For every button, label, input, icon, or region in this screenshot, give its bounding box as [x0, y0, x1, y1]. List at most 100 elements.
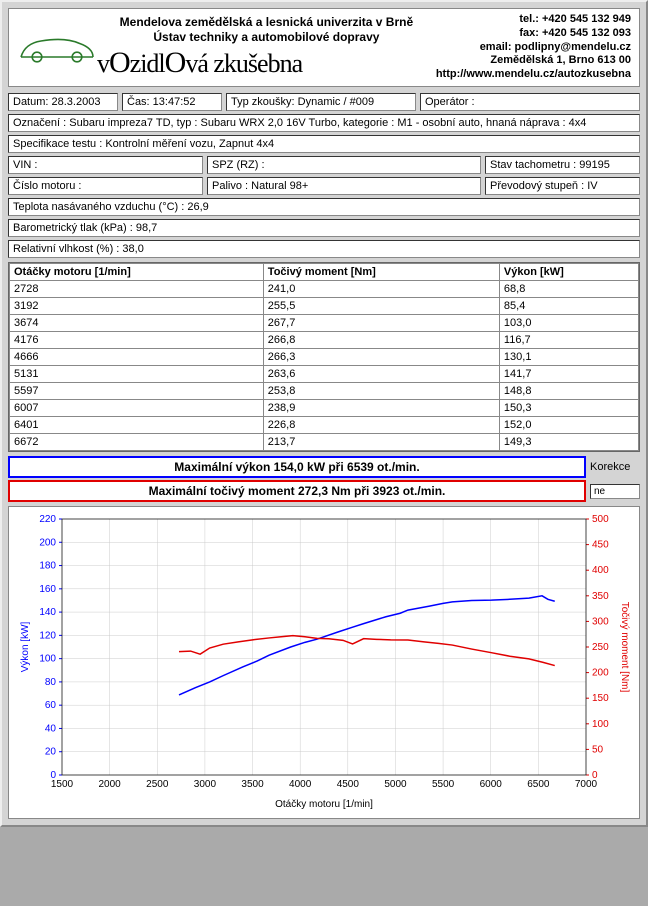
table-cell: 253,8 [263, 382, 499, 399]
field-vin: VIN : [8, 156, 203, 174]
field-spz: SPZ (RZ) : [207, 156, 481, 174]
svg-text:4000: 4000 [289, 779, 312, 790]
table-cell: 2728 [10, 280, 264, 297]
svg-text:3000: 3000 [194, 779, 217, 790]
table-row: 6672213,7149,3 [10, 433, 639, 450]
table-header-row: Otáčky motoru [1/min] Točivý moment [Nm]… [10, 263, 639, 280]
table-row: 3192255,585,4 [10, 297, 639, 314]
email: email: podlipny@mendelu.cz [436, 41, 631, 55]
table-row: 5131263,6141,7 [10, 365, 639, 382]
table-cell: 6672 [10, 433, 264, 450]
max-power-box: Maximální výkon 154,0 kW při 6539 ot./mi… [8, 456, 586, 478]
org-line-2: Ústav techniky a automobilové dopravy [97, 30, 436, 46]
max-torque-box: Maximální točivý moment 272,3 Nm při 392… [8, 480, 586, 502]
table-cell: 130,1 [499, 348, 638, 365]
table-cell: 266,3 [263, 348, 499, 365]
field-tach: Stav tachometru : 99195 [485, 156, 640, 174]
table-row: 6401226,8152,0 [10, 416, 639, 433]
col-moment: Točivý moment [Nm] [263, 263, 499, 280]
svg-text:120: 120 [39, 630, 56, 641]
svg-text:40: 40 [45, 723, 57, 734]
svg-text:180: 180 [39, 560, 56, 571]
table-cell: 4666 [10, 348, 264, 365]
svg-text:Otáčky motoru [1/min]: Otáčky motoru [1/min] [275, 799, 373, 810]
svg-text:300: 300 [592, 616, 609, 627]
svg-text:Točivý moment [Nm]: Točivý moment [Nm] [619, 601, 630, 692]
korekce-block: Korekce [590, 461, 640, 473]
table-cell: 238,9 [263, 399, 499, 416]
header-title: Mendelova zemědělská a lesnická univerzi… [97, 15, 436, 46]
svg-text:4500: 4500 [337, 779, 360, 790]
korekce-value: ne [590, 484, 640, 499]
svg-text:2000: 2000 [99, 779, 122, 790]
svg-text:400: 400 [592, 565, 609, 576]
table-cell: 148,8 [499, 382, 638, 399]
svg-text:5500: 5500 [432, 779, 455, 790]
chart-container: 1500200025003000350040004500500055006000… [8, 506, 640, 819]
field-prevod: Převodový stupeň : IV [485, 177, 640, 195]
field-spec: Specifikace testu : Kontrolní měření voz… [8, 135, 640, 153]
svg-text:220: 220 [39, 514, 56, 525]
table-cell: 68,8 [499, 280, 638, 297]
fax: fax: +420 545 132 093 [436, 27, 631, 41]
svg-text:80: 80 [45, 677, 57, 688]
document-page: Mendelova zemědělská a lesnická univerzi… [0, 0, 648, 827]
table-cell: 6401 [10, 416, 264, 433]
table-cell: 5597 [10, 382, 264, 399]
svg-text:50: 50 [592, 744, 604, 755]
col-otacky: Otáčky motoru [1/min] [10, 263, 264, 280]
table-cell: 267,7 [263, 314, 499, 331]
table-cell: 5131 [10, 365, 264, 382]
contact-block: tel.: +420 545 132 949 fax: +420 545 132… [436, 13, 631, 82]
car-logo-icon [17, 27, 97, 67]
svg-text:6000: 6000 [480, 779, 503, 790]
field-palivo: Palivo : Natural 98+ [207, 177, 481, 195]
svg-text:100: 100 [592, 719, 609, 730]
table-cell: 3192 [10, 297, 264, 314]
org-line-1: Mendelova zemědělská a lesnická univerzi… [97, 15, 436, 31]
svg-text:60: 60 [45, 700, 57, 711]
svg-text:160: 160 [39, 584, 56, 595]
svg-text:0: 0 [50, 770, 56, 781]
table-row: 3674267,7103,0 [10, 314, 639, 331]
table-row: 5597253,8148,8 [10, 382, 639, 399]
table-row: 6007238,9150,3 [10, 399, 639, 416]
table-row: 4666266,3130,1 [10, 348, 639, 365]
header: Mendelova zemědělská a lesnická univerzi… [8, 8, 640, 87]
table-cell: 141,7 [499, 365, 638, 382]
svg-text:500: 500 [592, 514, 609, 525]
field-vlhkost: Relativní vlhkost (%) : 38,0 [8, 240, 640, 258]
table-cell: 263,6 [263, 365, 499, 382]
svg-text:140: 140 [39, 607, 56, 618]
svg-text:350: 350 [592, 591, 609, 602]
table-cell: 266,8 [263, 331, 499, 348]
table-cell: 213,7 [263, 433, 499, 450]
svg-text:5000: 5000 [384, 779, 407, 790]
svg-text:100: 100 [39, 653, 56, 664]
dyno-chart: 1500200025003000350040004500500055006000… [13, 511, 635, 811]
tel: tel.: +420 545 132 949 [436, 13, 631, 27]
svg-text:Výkon [kW]: Výkon [kW] [20, 621, 31, 672]
field-teplota: Teplota nasávaného vzduchu (°C) : 26,9 [8, 198, 640, 216]
col-vykon: Výkon [kW] [499, 263, 638, 280]
field-cas: Čas: 13:47:52 [122, 93, 222, 111]
svg-text:6500: 6500 [527, 779, 550, 790]
addr: Zemědělská 1, Brno 613 00 [436, 54, 631, 68]
table-row: 2728241,068,8 [10, 280, 639, 297]
field-datum: Datum: 28.3.2003 [8, 93, 118, 111]
table-cell: 4176 [10, 331, 264, 348]
svg-text:150: 150 [592, 693, 609, 704]
url: http://www.mendelu.cz/autozkusebna [436, 68, 631, 82]
svg-text:3500: 3500 [241, 779, 264, 790]
korekce-label: Korekce [590, 461, 640, 473]
logo-block [17, 27, 97, 67]
table-row: 4176266,8116,7 [10, 331, 639, 348]
data-table: Otáčky motoru [1/min] Točivý moment [Nm]… [8, 262, 640, 452]
field-operator: Operátor : [420, 93, 640, 111]
brand-text: vOzidlOvá zkušebna [97, 46, 436, 80]
table-cell: 85,4 [499, 297, 638, 314]
svg-text:20: 20 [45, 746, 57, 757]
table-cell: 241,0 [263, 280, 499, 297]
svg-text:200: 200 [592, 667, 609, 678]
table-cell: 6007 [10, 399, 264, 416]
